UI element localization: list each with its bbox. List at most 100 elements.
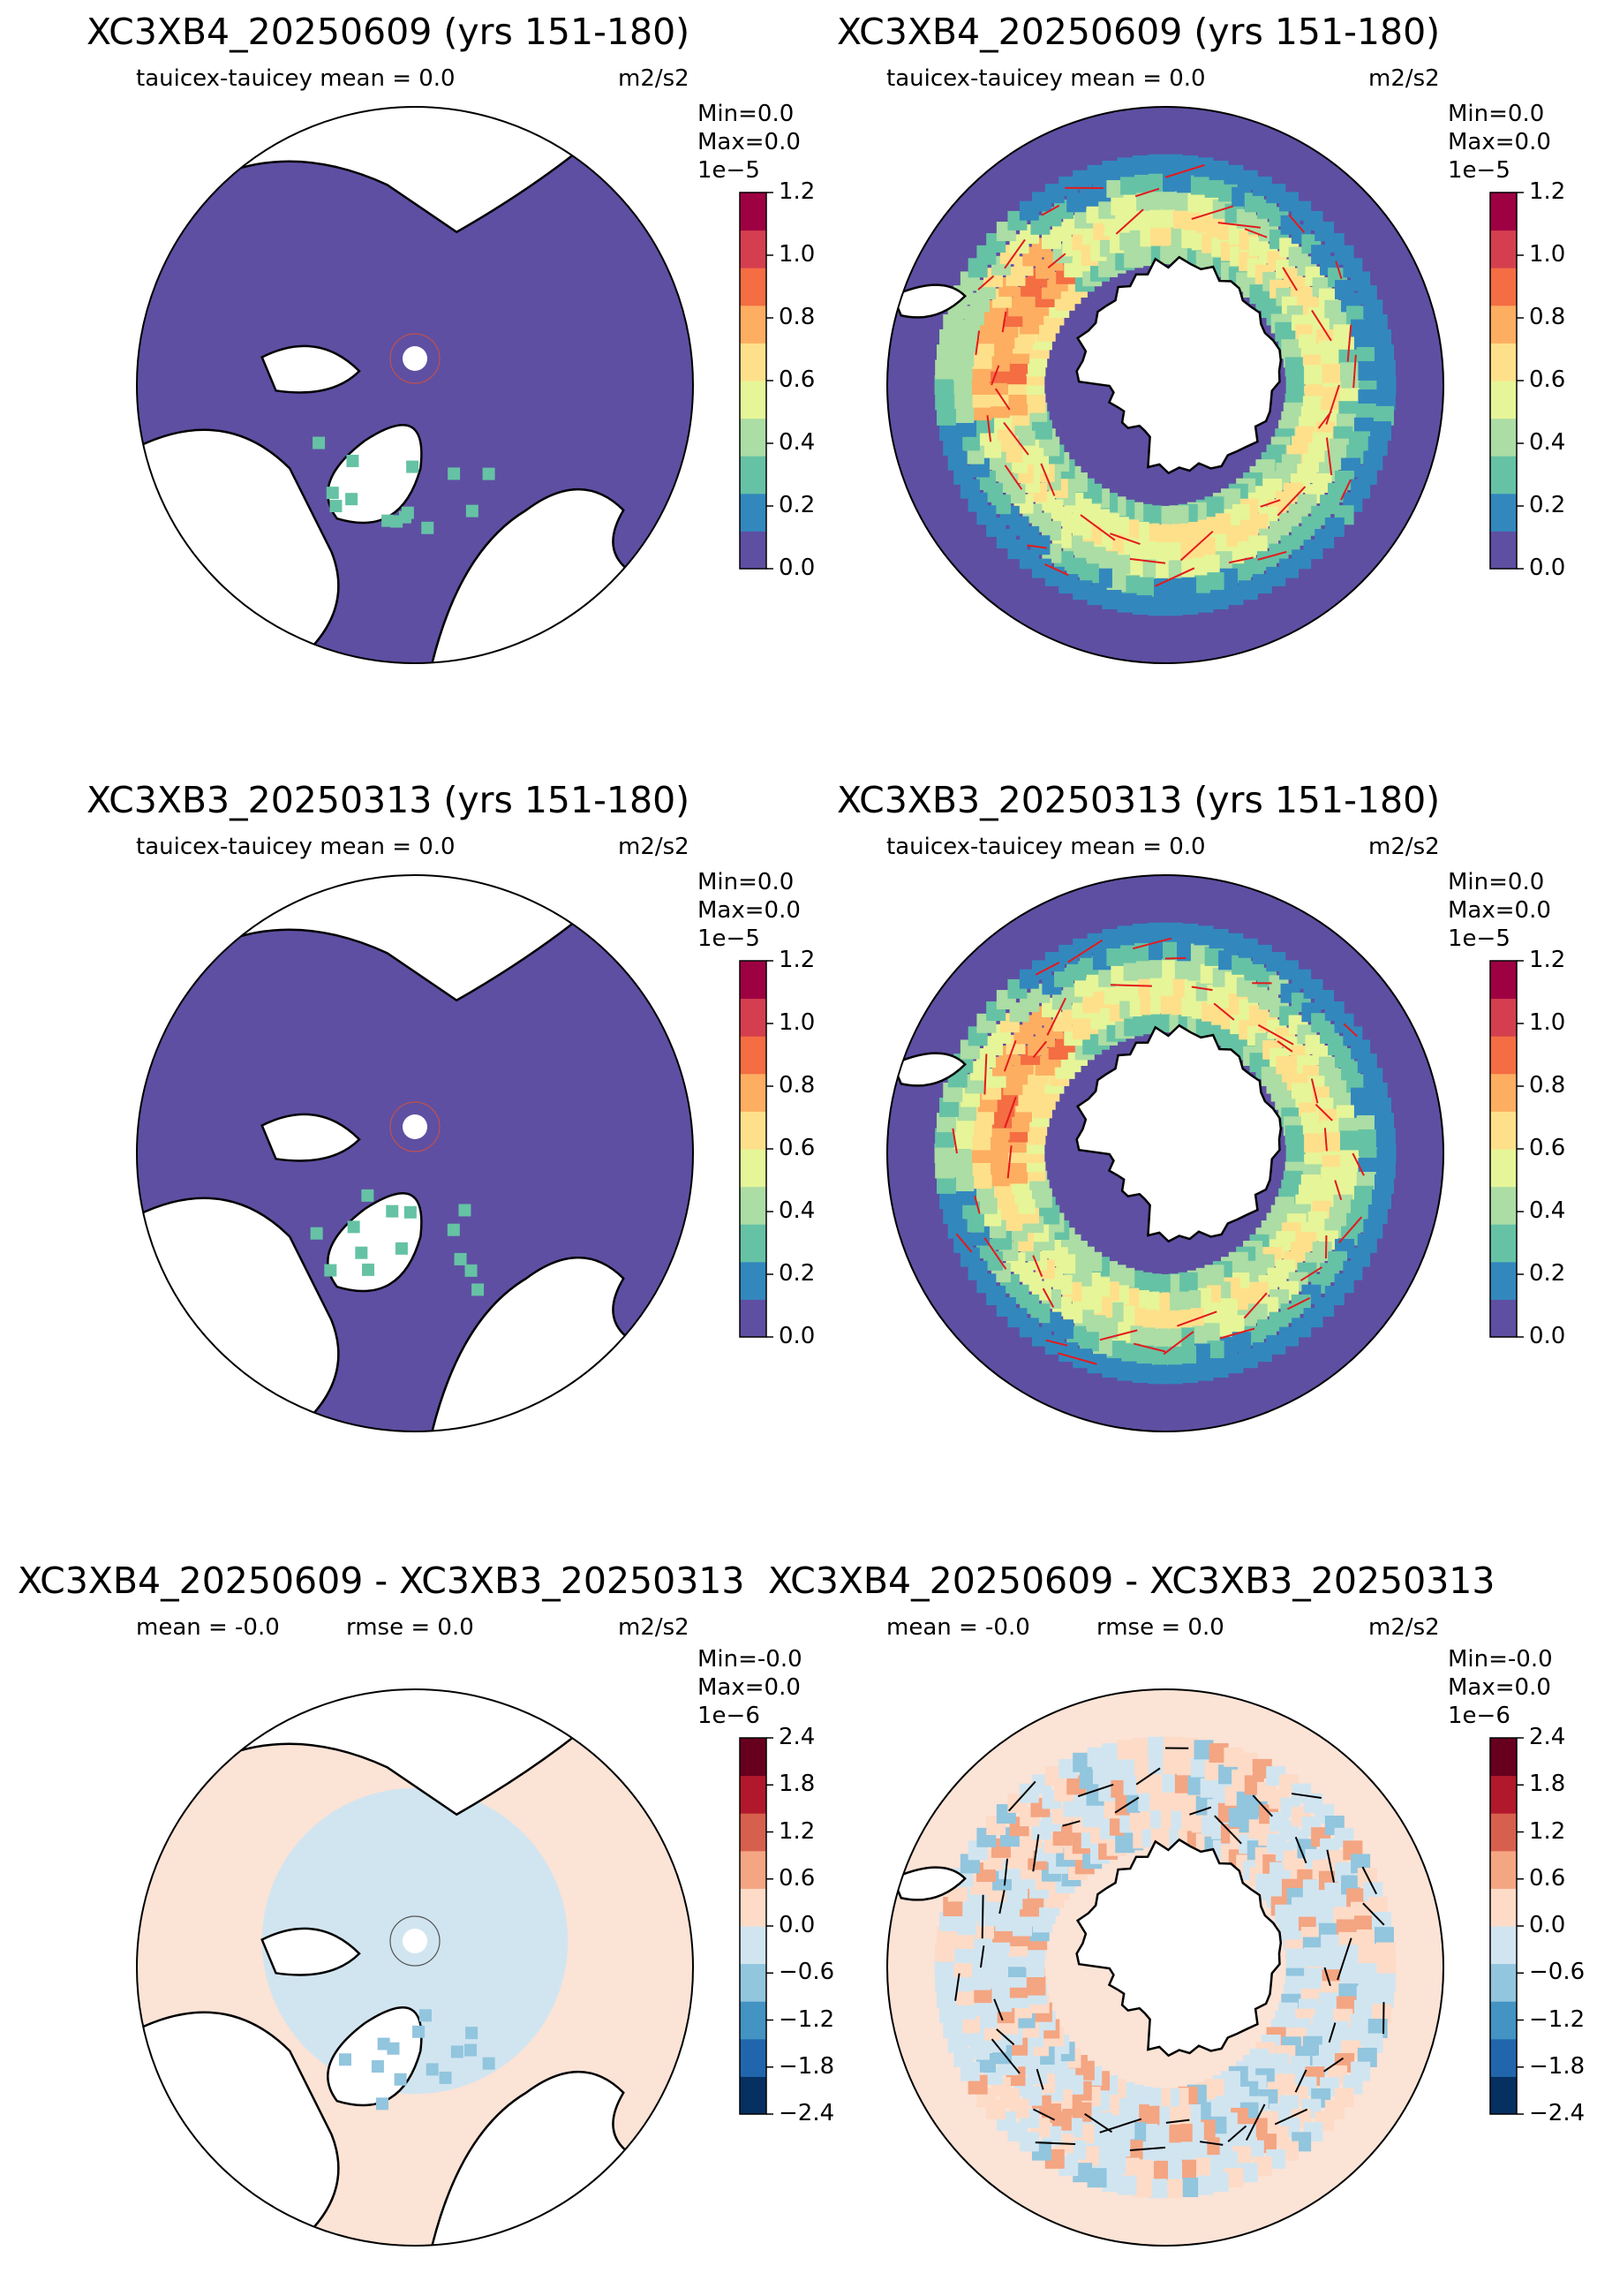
ice-cell: [386, 1205, 398, 1218]
ice-cell: [419, 2009, 432, 2021]
colorbar: [1490, 1738, 1524, 2115]
ice-cell: [1358, 1129, 1377, 1149]
map-content: [887, 1689, 1443, 2246]
colorbar-segment: [1490, 2001, 1517, 2039]
map-content: [123, 861, 707, 1446]
colorbar-tick-label: −1.8: [1529, 2053, 1585, 2080]
ice-cell: [1358, 1944, 1377, 1963]
colorbar-tick-label: 0.6: [1529, 1865, 1565, 1892]
ice-cell: [1304, 1133, 1323, 1152]
colorbar-segment: [1490, 1851, 1517, 1889]
ice-cell: [1286, 1949, 1306, 1968]
ice-cell: [355, 1247, 367, 1259]
colorbar-tick-label: 0.4: [1529, 1197, 1565, 1224]
polar-map: [0, 768, 795, 1528]
panel-3: XC3XB3_20250313 (yrs 151-180)tauicex-tau…: [0, 768, 795, 1528]
colorbar-scale-label: 1e−5: [1448, 157, 1510, 184]
colorbar-tick-label: 2.4: [1529, 1724, 1565, 1750]
colorbar-tick-label: −0.6: [1529, 1959, 1585, 1985]
colorbar-segment: [1490, 999, 1517, 1037]
colorbar-segment: [1490, 343, 1517, 381]
island: [1277, 648, 1296, 652]
colorbar-tick-label: 0.2: [1529, 1260, 1565, 1287]
ice-cell: [327, 487, 339, 499]
ice-cell: [1322, 1946, 1342, 1966]
ice-cell: [372, 2060, 384, 2073]
ice-cell: [404, 1206, 417, 1219]
colorbar-tick-label: 1.2: [1529, 178, 1565, 205]
colorbar-scale-label: 1e−5: [1448, 925, 1510, 952]
ice-cell: [376, 2097, 388, 2110]
ice-cell: [395, 2073, 407, 2086]
ice-cell: [348, 1220, 360, 1233]
ice-cell: [1340, 1130, 1360, 1150]
colorbar-segment: [1490, 1111, 1517, 1149]
colorbar-tick-label: 0.0: [1529, 1323, 1565, 1349]
colorbar-segment: [1490, 1776, 1517, 1814]
ice-cell: [395, 1242, 408, 1255]
ice-cell: [464, 2044, 477, 2057]
island: [1277, 1416, 1296, 1420]
vector: [1165, 958, 1186, 959]
colorbar-segment: [1490, 531, 1517, 569]
ice-cell: [412, 2026, 425, 2038]
colorbar-tick-label: 0.0: [1529, 555, 1565, 581]
ice-cell: [362, 1264, 374, 1276]
ice-cell: [346, 455, 358, 467]
map-content: [887, 107, 1443, 663]
polar-map: [750, 768, 1545, 1528]
colorbar-tick-label: 1.0: [1529, 241, 1565, 268]
map-content: [123, 93, 707, 677]
ice-cell: [1304, 1947, 1323, 1967]
colorbar-tick-label: 0.6: [1529, 1135, 1565, 1161]
ice-cell: [471, 1283, 484, 1295]
polar-map: [0, 0, 795, 759]
colorbar-segment: [1490, 230, 1517, 268]
colorbar: [1490, 193, 1524, 570]
ice-cell: [465, 1265, 478, 1277]
ice-cell: [421, 522, 433, 534]
colorbar-segment: [1490, 306, 1517, 344]
ice-cell: [390, 516, 403, 528]
ice-cell: [345, 493, 358, 505]
colorbar-segment: [1490, 456, 1517, 494]
ice-cell: [1286, 366, 1306, 386]
ice-cell: [1376, 360, 1396, 380]
colorbar-segment: [1490, 1074, 1517, 1112]
pole-hole: [403, 346, 427, 371]
ice-cell: [1376, 1943, 1396, 1962]
ice-cell: [483, 468, 495, 480]
colorbar-segment: [1490, 381, 1517, 419]
colorbar-segment: [1490, 268, 1517, 306]
colorbar-segment: [1490, 1149, 1517, 1187]
colorbar-tick-label: 1.0: [1529, 1009, 1565, 1036]
ice-cell: [1286, 1135, 1306, 1154]
colorbar-segment: [1490, 1036, 1517, 1074]
ice-cell: [483, 2058, 495, 2070]
colorbar-tick-label: −2.4: [1529, 2100, 1585, 2126]
colorbar-segment: [1490, 2076, 1517, 2114]
colorbar-tick-label: 1.2: [1529, 1818, 1565, 1845]
ice-cell: [440, 2072, 452, 2084]
pole-hole: [403, 1114, 427, 1139]
colorbar-segment: [1490, 1813, 1517, 1851]
polar-map: [750, 1537, 1545, 2296]
ice-cell: [324, 1265, 336, 1277]
colorbar-tick-label: 0.8: [1529, 1072, 1565, 1099]
colorbar-segment: [1490, 494, 1517, 532]
ice-cell: [406, 461, 418, 473]
panel-2: XC3XB4_20250609 (yrs 151-180)tauicex-tau…: [750, 0, 1545, 759]
ice-cell: [329, 500, 342, 512]
colorbar-segment: [1490, 419, 1517, 457]
colorbar-tick-label: 1.2: [1529, 947, 1565, 973]
colorbar-tick-label: 0.4: [1529, 429, 1565, 456]
ice-cell: [313, 437, 325, 449]
colorbar-segment: [1490, 1964, 1517, 2002]
ice-cell: [448, 467, 460, 480]
colorbar-tick-label: 0.8: [1529, 304, 1565, 330]
colorbar-tick-label: 0.2: [1529, 492, 1565, 518]
ice-cell: [426, 2063, 439, 2075]
ice-cell: [465, 2027, 478, 2039]
